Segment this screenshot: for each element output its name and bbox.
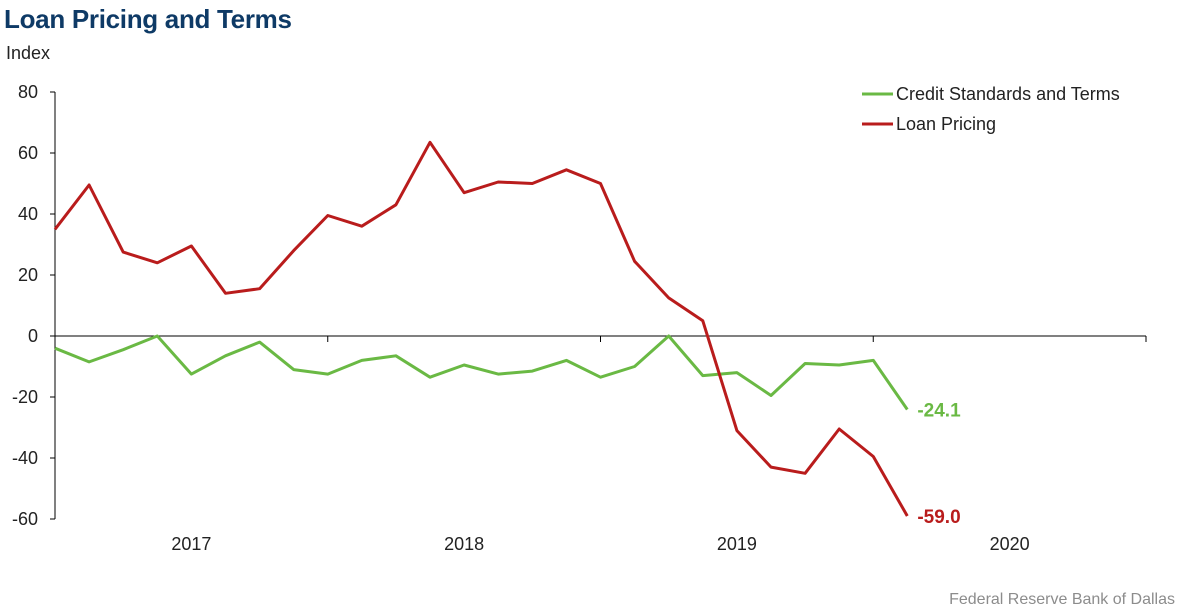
y-tick-label: -20 <box>12 387 38 407</box>
series-end-labels: -24.1 -59.0 <box>917 401 961 528</box>
chart-title: Loan Pricing and Terms <box>4 4 292 34</box>
y-tick-label: 20 <box>18 265 38 285</box>
legend: Credit Standards and Terms Loan Pricing <box>862 84 1120 134</box>
series-line-credit-standards <box>54 334 909 411</box>
legend-label: Credit Standards and Terms <box>896 84 1120 104</box>
end-value-label: -24.1 <box>917 401 961 422</box>
y-tick-label: 40 <box>18 204 38 224</box>
y-tick-label: 60 <box>18 143 38 163</box>
y-tick-label: 80 <box>18 82 38 102</box>
x-tick-label: 2020 <box>990 534 1030 554</box>
y-tick-labels: 80 60 40 20 0 -20 -40 -60 <box>12 82 38 529</box>
legend-label: Loan Pricing <box>896 114 996 134</box>
end-value-label: -59.0 <box>917 507 960 528</box>
x-tick-labels: 2017 2018 2019 2020 <box>171 534 1029 554</box>
series-line-loan-pricing <box>53 140 909 517</box>
y-tick-label: -40 <box>12 448 38 468</box>
series-lines <box>53 140 909 517</box>
y-tick-label: 0 <box>28 326 38 346</box>
axes <box>50 91 1147 520</box>
source-note: Federal Reserve Bank of Dallas <box>949 591 1175 608</box>
x-tick-label: 2019 <box>717 534 757 554</box>
y-tick-label: -60 <box>12 509 38 529</box>
x-tick-label: 2017 <box>171 534 211 554</box>
x-tick-label: 2018 <box>444 534 484 554</box>
y-axis-unit-label: Index <box>6 43 51 63</box>
